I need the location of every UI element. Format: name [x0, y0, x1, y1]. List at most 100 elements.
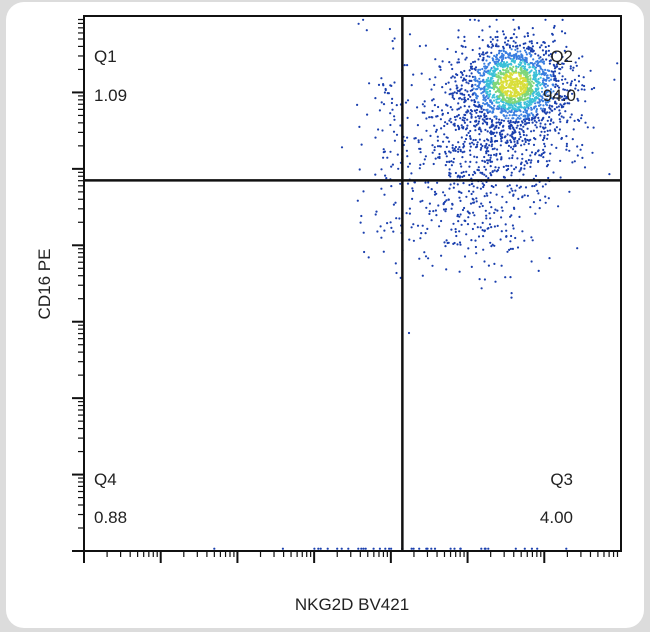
- event-point: [539, 67, 543, 70]
- event-point: [539, 107, 543, 110]
- event-point: [450, 63, 453, 66]
- event-point: [484, 547, 487, 550]
- event-point: [512, 117, 515, 120]
- event-point: [590, 88, 594, 91]
- event-point: [484, 144, 487, 147]
- event-point: [362, 190, 365, 193]
- event-point: [462, 145, 466, 148]
- x-axis-ticks: [83, 551, 619, 563]
- event-point: [526, 127, 529, 130]
- event-point: [564, 32, 567, 35]
- event-point: [522, 125, 525, 128]
- event-point: [517, 120, 520, 124]
- event-point: [559, 176, 562, 179]
- event-point: [510, 60, 513, 63]
- event-point: [483, 62, 486, 65]
- event-point: [570, 113, 573, 116]
- event-point: [458, 230, 461, 233]
- event-point: [419, 147, 422, 150]
- event-point: [495, 131, 498, 134]
- event-point: [439, 145, 442, 148]
- event-point: [475, 197, 478, 200]
- event-point: [463, 206, 466, 210]
- event-point: [531, 113, 535, 116]
- event-point: [565, 45, 568, 49]
- event-point: [425, 206, 428, 209]
- event-point: [463, 117, 466, 120]
- event-point: [462, 182, 465, 185]
- event-point: [488, 55, 491, 59]
- event-point: [525, 122, 529, 125]
- event-point: [525, 109, 529, 112]
- event-point: [428, 202, 431, 205]
- event-point: [533, 119, 536, 122]
- event-point: [542, 116, 545, 119]
- event-point: [483, 85, 486, 88]
- event-point: [571, 92, 574, 95]
- event-point: [514, 166, 518, 169]
- event-point: [445, 145, 448, 148]
- event-point: [505, 96, 509, 99]
- event-point: [510, 63, 513, 66]
- event-point: [593, 86, 596, 90]
- event-point: [407, 331, 411, 335]
- event-point: [528, 40, 531, 43]
- event-point: [363, 250, 366, 254]
- event-point: [467, 190, 471, 193]
- event-point: [537, 159, 540, 163]
- event-point: [527, 142, 530, 145]
- event-point: [547, 54, 551, 57]
- event-point: [412, 547, 415, 550]
- event-point: [390, 226, 393, 229]
- event-point: [502, 73, 506, 76]
- event-point: [449, 151, 452, 154]
- event-point: [489, 241, 492, 244]
- event-point: [512, 227, 515, 230]
- event-point: [490, 101, 493, 104]
- event-point: [389, 221, 392, 224]
- event-point: [559, 103, 562, 106]
- event-point: [502, 103, 505, 106]
- event-point: [554, 93, 557, 96]
- event-point: [542, 138, 545, 142]
- event-point: [533, 184, 536, 188]
- event-point: [377, 128, 380, 131]
- event-point: [530, 42, 534, 45]
- event-point: [386, 156, 389, 159]
- event-point: [499, 238, 502, 241]
- event-point: [518, 114, 521, 117]
- event-point: [416, 224, 420, 227]
- event-point: [533, 71, 536, 74]
- event-point: [518, 44, 522, 47]
- event-point: [421, 224, 424, 227]
- event-point: [500, 111, 503, 114]
- event-point: [483, 155, 486, 159]
- event-point: [542, 107, 545, 110]
- event-point: [554, 100, 557, 103]
- event-point: [384, 88, 387, 92]
- event-point: [431, 109, 434, 113]
- event-point: [496, 30, 499, 33]
- event-point: [473, 60, 477, 63]
- event-point: [500, 49, 503, 52]
- event-point: [556, 84, 559, 87]
- event-point: [430, 219, 433, 222]
- event-point: [541, 49, 545, 52]
- event-point: [473, 155, 476, 158]
- event-point: [431, 99, 434, 102]
- event-point: [478, 77, 481, 80]
- event-point: [443, 124, 446, 128]
- event-point: [446, 104, 449, 107]
- event-point: [384, 547, 387, 550]
- event-point: [580, 117, 583, 120]
- event-point: [399, 182, 402, 185]
- event-point: [385, 177, 388, 180]
- event-point: [589, 69, 592, 72]
- event-point: [470, 79, 473, 82]
- event-point: [553, 70, 557, 73]
- event-point: [565, 135, 568, 138]
- event-point: [468, 149, 472, 152]
- event-point: [497, 52, 501, 55]
- event-point: [495, 18, 498, 21]
- event-point: [454, 228, 457, 231]
